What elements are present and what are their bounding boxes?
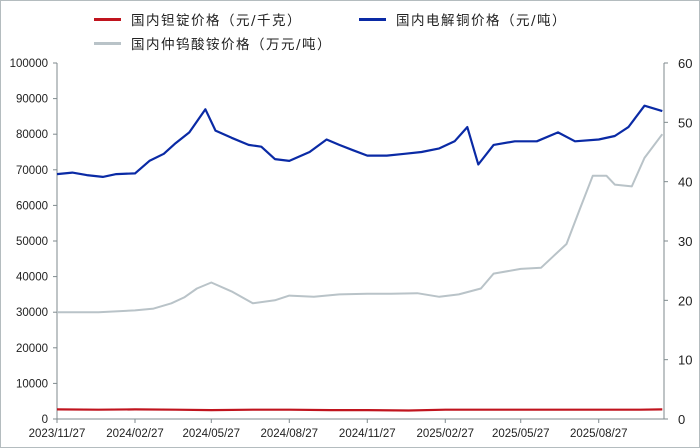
legend-item-copper: 国内电解铜价格（元/吨）: [359, 9, 567, 29]
left-axis-tick-label: 30000: [16, 307, 48, 319]
x-axis-tick-label: 2025/02/27: [416, 428, 474, 440]
x-axis-tick-label: 2024/05/27: [183, 428, 241, 440]
x-axis-tick-label: 2024/02/27: [106, 428, 164, 440]
right-axis-tick-label: 30: [678, 234, 692, 249]
series-line: [57, 133, 664, 314]
axes: 0 10000 20000 30000 40000 50000 60000 70000 8000…: [10, 56, 693, 440]
legend-label: 国内电解铜价格（元/吨）: [396, 13, 568, 29]
legend-item-tantalum: 国内钽锭价格（元/千克）: [94, 9, 302, 29]
series-lines: [56, 104, 664, 412]
left-axis-tick-label: 50000: [16, 236, 48, 248]
legend-swatch-blue: [359, 17, 386, 21]
left-axis-tick-label: 40000: [16, 272, 48, 284]
right-axis-tick-label: 0: [678, 412, 685, 427]
left-axis-tick-label: 20000: [16, 343, 48, 355]
right-axis-tick-label: 10: [678, 353, 692, 368]
legend-swatch-gray: [94, 41, 121, 45]
x-axis-tick-label: 2024/11/27: [339, 428, 396, 440]
x-axis-tick-label: 2024/08/27: [261, 428, 319, 440]
x-axis-tick-label: 2023/11/27: [29, 428, 86, 440]
right-axis-tick-label: 20: [678, 293, 692, 308]
right-axis-tick-label: 50: [678, 115, 692, 130]
left-axis-tick-label: 70000: [16, 165, 48, 177]
legend-label: 国内仲钨酸铵价格（万元/吨）: [131, 37, 333, 53]
x-axis-tick-label: 2025/05/27: [492, 428, 550, 440]
series-line: [56, 104, 663, 178]
series-line: [56, 408, 663, 412]
left-axis-tick-label: 80000: [16, 129, 48, 141]
left-axis-tick-label: 10000: [16, 378, 48, 390]
legend-swatch-red: [94, 17, 121, 21]
right-axis-tick-label: 60: [678, 56, 692, 71]
legend-label: 国内钽锭价格（元/千克）: [131, 13, 303, 29]
legend-item-tungsten: 国内仲钨酸铵价格（万元/吨）: [94, 33, 332, 53]
x-axis-tick-label: 2025/08/27: [570, 428, 628, 440]
left-axis-tick-label: 100000: [10, 58, 48, 70]
left-axis-tick-label: 90000: [16, 94, 48, 106]
left-axis-tick-label: 0: [42, 414, 48, 426]
right-axis-tick-label: 40: [678, 175, 692, 190]
left-axis-tick-label: 60000: [16, 200, 48, 212]
